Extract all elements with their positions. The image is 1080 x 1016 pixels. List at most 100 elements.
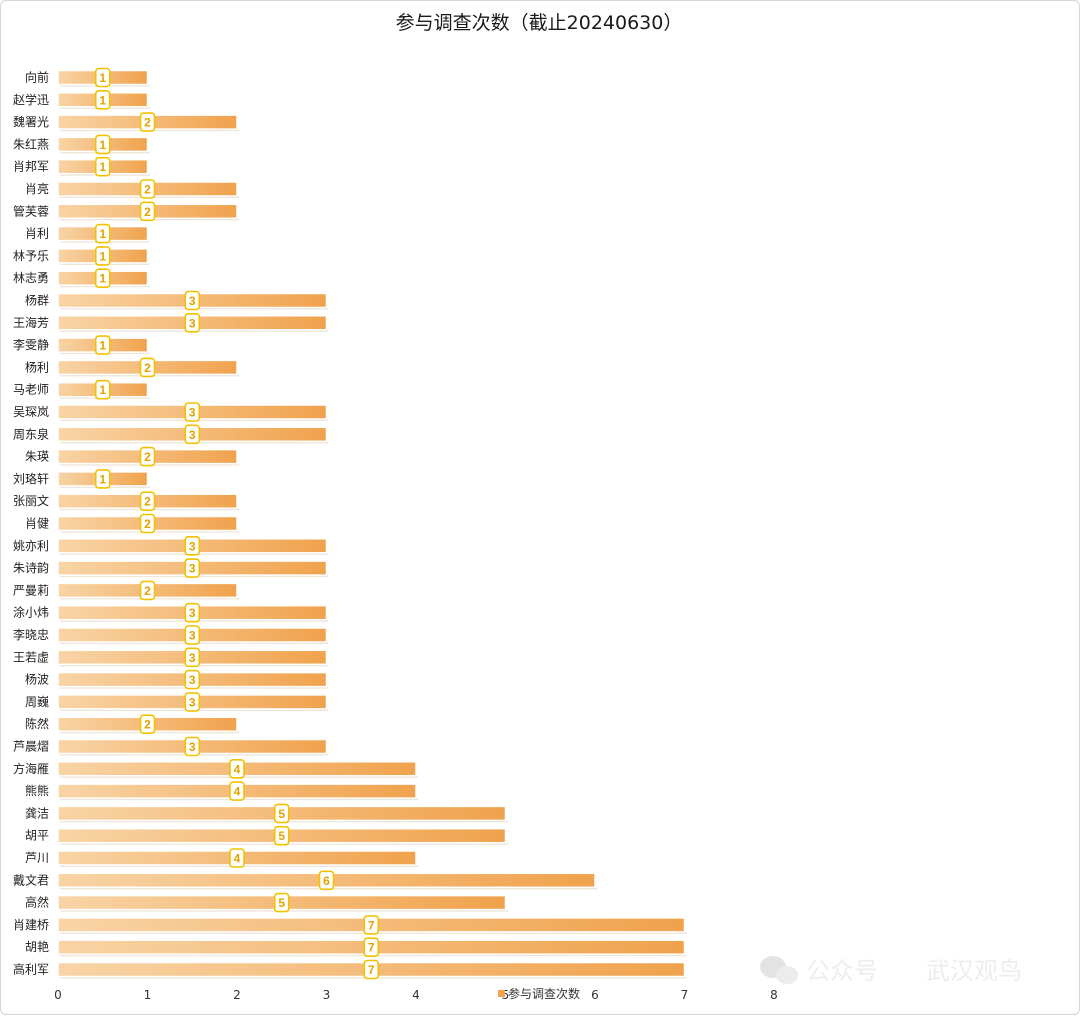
data-label: 6 [323,874,330,888]
data-label: 5 [278,807,285,821]
category-label: 肖健 [25,517,49,531]
data-label-box [94,67,111,88]
data-label: 7 [368,963,375,977]
category-label: 吴琛岚 [13,405,49,419]
chart-title: 参与调查次数（截止20240630） [396,12,683,34]
data-label: 3 [189,695,196,709]
data-label: 1 [99,71,106,85]
data-label: 3 [189,606,196,620]
data-label-box [139,112,156,132]
data-label: 4 [234,785,241,799]
data-label: 2 [144,584,151,598]
data-label: 1 [99,383,106,397]
data-label: 5 [278,829,285,843]
data-label: 3 [189,406,196,420]
data-label-box [184,692,201,712]
data-label-box [94,156,111,177]
legend-swatch [498,990,505,997]
category-label: 张丽文 [13,493,49,508]
x-tick-label: 6 [591,988,599,1002]
data-label-box [184,290,201,311]
data-label-box [363,937,380,958]
data-label-box [273,892,290,913]
category-label: 王海芳 [13,315,49,330]
data-label-box [184,669,201,690]
data-label: 3 [189,428,196,442]
legend: 参与调查次数 [498,986,580,1001]
data-label: 1 [99,93,106,107]
data-label: 3 [189,316,196,330]
data-label: 7 [368,941,375,955]
category-label: 魏署光 [13,114,49,129]
data-label: 2 [144,361,151,375]
category-label: 涂小炜 [13,605,49,620]
category-label: 杨群 [25,293,49,308]
category-label: 芦晨熠 [13,739,49,754]
category-label: 戴文君 [13,872,49,887]
data-label-box [184,602,201,623]
x-tick-label: 2 [233,988,241,1002]
category-labels: 向前赵学迅魏署光朱红燕肖邦军肖亮管芙蓉肖利林予乐林志勇杨群王海芳李雯静杨利马老师… [13,70,49,977]
category-label: 赵学迅 [13,92,49,107]
data-label: 3 [189,651,196,665]
data-label: 2 [144,205,151,219]
data-label: 2 [144,116,151,130]
data-label-box [273,825,290,846]
data-label-box [229,848,245,868]
category-label: 杨利 [25,359,49,374]
watermark-text-right: 武汉观鸟 [926,957,1022,985]
category-label: 刘珞轩 [13,472,49,486]
data-label-box [318,870,335,891]
x-tick-label: 8 [770,988,778,1002]
data-label-box [273,803,290,824]
data-label: 2 [144,495,151,509]
data-label: 1 [99,272,106,286]
category-label: 方海雁 [13,761,49,776]
category-label: 朱瑛 [25,450,49,464]
data-label: 3 [189,539,196,553]
category-label: 胡平 [25,829,49,843]
category-label: 肖邦军 [13,160,49,174]
data-label-box [139,357,156,378]
data-label-box [184,625,201,645]
data-label: 2 [144,450,151,464]
category-label: 严曼莉 [13,583,49,597]
category-label: 向前 [25,70,49,85]
data-label: 1 [99,339,106,353]
data-label-box [139,491,156,512]
wechat-icon [760,956,798,984]
data-label-box [94,134,111,155]
data-label: 1 [99,227,106,241]
category-label: 朱诗韵 [13,560,49,575]
category-label: 管芙蓉 [13,203,49,218]
category-label: 林志勇 [13,271,49,285]
data-label: 3 [189,562,196,576]
data-label: 5 [278,896,285,910]
x-tick-label: 3 [323,988,331,1002]
data-label: 1 [99,249,106,263]
data-label: 3 [189,673,196,687]
data-label-box [139,446,156,467]
data-label-box [229,758,245,779]
watermark: 公众号 武汉观鸟 [760,956,1022,985]
data-label-box [139,580,156,601]
category-label: 李晓忠 [13,627,49,642]
data-label-box [94,223,111,244]
x-tick-label: 0 [54,988,62,1002]
category-label: 芦川 [25,851,49,865]
data-label-box [363,915,380,935]
data-label: 4 [234,762,241,776]
category-label: 肖利 [25,227,49,241]
data-label: 3 [189,629,196,643]
category-label: 胡艳 [25,939,49,954]
x-tick-label: 4 [412,988,420,1002]
category-label: 朱红燕 [13,136,49,151]
data-label-box [139,179,156,199]
data-label-box [184,535,201,556]
category-label: 王若虚 [13,650,49,664]
data-label-box [229,781,245,801]
category-label: 熊熊 [25,783,49,798]
data-label-box [94,379,111,400]
data-label-box [184,424,201,445]
x-tick-label: 1 [144,988,152,1002]
